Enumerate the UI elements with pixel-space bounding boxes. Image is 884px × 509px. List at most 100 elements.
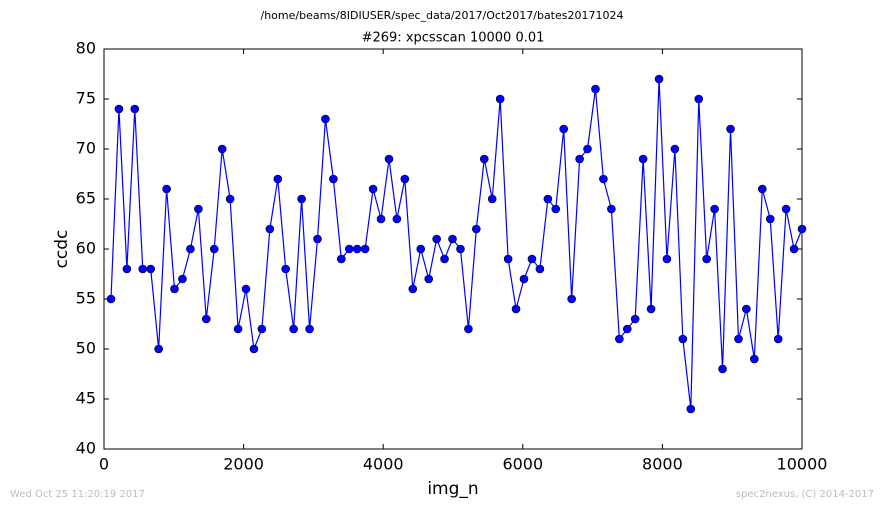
marker	[757, 184, 767, 194]
marker	[527, 254, 537, 264]
marker	[591, 84, 600, 94]
suptitle: /home/beams/8IDIUSER/spec_data/2017/Oct2…	[261, 9, 624, 22]
footer-right: spec2nexus, (C) 2014-2017	[736, 489, 874, 500]
marker	[297, 194, 306, 204]
marker	[511, 304, 521, 314]
marker	[368, 184, 378, 194]
y-tick-label: 55	[76, 289, 96, 308]
marker	[162, 184, 171, 194]
x-tick-label: 2000	[223, 455, 264, 474]
marker	[281, 264, 290, 274]
marker	[495, 94, 505, 104]
marker	[408, 284, 418, 294]
marker	[273, 174, 283, 184]
marker	[400, 174, 410, 184]
marker	[344, 244, 354, 254]
marker	[456, 244, 465, 254]
marker	[154, 344, 163, 354]
footer-left: Wed Oct 25 11:20:19 2017	[10, 489, 145, 500]
x-tick-label: 4000	[363, 455, 404, 474]
marker	[432, 234, 441, 244]
marker	[122, 264, 132, 274]
marker	[170, 284, 179, 294]
marker	[630, 314, 640, 324]
marker	[765, 214, 775, 224]
marker	[599, 174, 608, 184]
marker	[241, 284, 251, 294]
marker	[416, 244, 426, 254]
marker	[670, 144, 680, 154]
marker	[726, 124, 735, 134]
marker	[742, 304, 751, 314]
marker	[186, 244, 195, 254]
marker	[360, 244, 370, 254]
marker	[750, 354, 759, 364]
marker	[233, 324, 243, 334]
marker	[646, 304, 656, 314]
marker	[209, 244, 219, 254]
marker	[384, 154, 394, 164]
marker	[519, 274, 529, 284]
marker	[781, 204, 791, 214]
marker	[106, 294, 116, 304]
marker	[487, 194, 497, 204]
y-tick-label: 60	[76, 239, 96, 258]
marker	[424, 274, 434, 284]
x-tick-label: 10000	[777, 455, 828, 474]
marker	[472, 224, 481, 234]
x-tick-label: 8000	[642, 455, 683, 474]
chart-title: #269: xpcsscan 10000 0.01	[362, 31, 545, 46]
marker	[194, 204, 203, 214]
marker	[329, 174, 338, 184]
marker	[321, 114, 330, 124]
marker	[734, 334, 743, 344]
marker	[249, 344, 259, 354]
marker	[710, 204, 719, 214]
marker	[464, 324, 473, 334]
marker	[718, 364, 727, 374]
marker	[479, 154, 489, 164]
marker	[638, 154, 648, 164]
line	[110, 78, 803, 410]
marker	[567, 294, 576, 304]
marker	[694, 94, 704, 104]
marker	[607, 204, 616, 214]
y-tick-label: 40	[76, 439, 96, 458]
marker	[376, 214, 386, 224]
marker	[622, 324, 632, 334]
marker	[138, 264, 148, 274]
marker	[797, 224, 807, 234]
y-tick-label: 80	[76, 39, 96, 58]
marker	[662, 254, 672, 264]
marker	[201, 314, 211, 324]
marker	[305, 324, 314, 334]
y-axis-label: ccdc	[52, 230, 72, 269]
marker	[686, 404, 696, 414]
marker	[654, 74, 664, 84]
x-tick-label: 0	[99, 455, 109, 474]
marker	[217, 144, 227, 154]
marker	[257, 324, 267, 334]
y-tick-label: 50	[76, 339, 96, 358]
marker	[551, 204, 561, 214]
marker	[313, 234, 322, 244]
plot-frame	[103, 48, 803, 450]
marker	[337, 254, 346, 264]
marker	[503, 254, 513, 264]
marker	[352, 244, 362, 254]
marker	[178, 274, 187, 284]
marker	[114, 104, 124, 114]
marker	[289, 324, 298, 334]
x-axis-label: img_n	[427, 479, 478, 499]
x-tick-label: 6000	[502, 455, 543, 474]
y-tick-label: 75	[76, 89, 96, 108]
marker	[789, 244, 799, 254]
marker	[678, 334, 688, 344]
y-tick-label: 70	[76, 139, 96, 158]
marker	[392, 214, 402, 224]
marker	[575, 154, 584, 164]
marker	[225, 194, 235, 204]
y-tick-label: 45	[76, 389, 96, 408]
marker	[130, 104, 140, 114]
